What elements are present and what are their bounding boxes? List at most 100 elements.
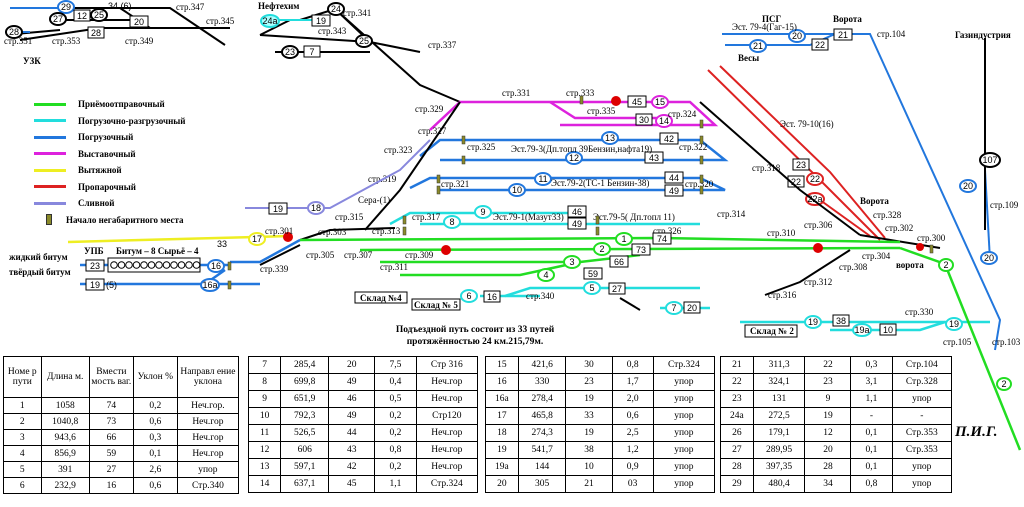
table-cell: 2,5 xyxy=(611,424,654,442)
legend-item: Выставочный xyxy=(34,146,185,163)
place-sera: Сера-(1) xyxy=(358,195,390,205)
table-cell: 16 xyxy=(485,373,519,391)
table-cell: 3 xyxy=(3,429,42,446)
table-cell: 1,1 xyxy=(850,390,893,408)
legend-item: Погрузочно-разгрузочный xyxy=(34,113,185,130)
place-solid-bitumen: твёрдый битум xyxy=(9,267,71,277)
table-cell: 28 xyxy=(804,458,852,476)
table-cell: 131 xyxy=(752,390,806,408)
svg-text:15: 15 xyxy=(655,97,665,107)
table-cell: упор xyxy=(176,461,240,478)
legend-item: Погрузочный xyxy=(34,129,185,146)
switch-label: стр.318 xyxy=(752,163,781,173)
legend-swatch xyxy=(34,119,66,123)
gabarit-marker-icon xyxy=(402,215,407,225)
table-cell: 541,7 xyxy=(517,441,567,459)
legend-label: Сливной xyxy=(78,198,115,209)
svg-text:8: 8 xyxy=(449,217,454,227)
table-cell: 27 xyxy=(720,441,754,459)
table-cell: - xyxy=(850,407,893,425)
gabarit-marker-icon xyxy=(579,95,584,105)
table-cell: 1,1 xyxy=(374,475,417,493)
table-cell: 46 xyxy=(328,390,376,408)
table-cell: 24а xyxy=(720,407,754,425)
svg-text:22: 22 xyxy=(815,40,825,50)
table-cell: Неч.гор xyxy=(415,424,479,442)
gabarit-marker-icon xyxy=(699,185,704,195)
table-cell: 33 xyxy=(565,407,613,425)
table-cell: 16а xyxy=(485,390,519,408)
svg-text:22: 22 xyxy=(791,177,801,187)
switch-label: стр.339 xyxy=(260,264,289,274)
table-row: 15 421,6 30 0,8 Стр.324 xyxy=(485,356,716,374)
table-cell: 29 xyxy=(720,475,754,493)
place-vorota-2: Ворота xyxy=(860,196,889,206)
table-cell: 311,3 xyxy=(752,356,806,374)
svg-text:5: 5 xyxy=(589,283,594,293)
svg-text:16: 16 xyxy=(487,292,497,302)
table-cell: упор xyxy=(652,475,716,493)
table-cell: 179,1 xyxy=(752,424,806,442)
place-est79-3: Эст.79-3(Дп.топл 39Бензин,нафта19) xyxy=(511,144,652,154)
table-cell: Неч.гор. xyxy=(176,397,240,414)
tank-icon xyxy=(132,261,141,269)
table-cell: Стр.324 xyxy=(652,356,716,374)
table-header-cell: Вмести мость ваг. xyxy=(88,356,134,398)
svg-text:10: 10 xyxy=(883,325,893,335)
table-cell: 0,2 xyxy=(132,397,178,414)
switch-label: стр.326 xyxy=(653,226,682,236)
table-cell: 0,8 xyxy=(850,475,893,493)
switch-label: стр.347 xyxy=(176,2,205,12)
svg-text:11: 11 xyxy=(538,174,547,184)
svg-text:21: 21 xyxy=(838,30,848,40)
svg-text:25: 25 xyxy=(94,10,104,20)
table-cell: Стр.328 xyxy=(891,373,953,391)
switch-label: стр.327 xyxy=(418,126,447,136)
table-cell: упор xyxy=(652,424,716,442)
table-cell: 23 xyxy=(565,373,613,391)
table-cell: 943,6 xyxy=(40,429,90,446)
table-cell: 0,9 xyxy=(611,458,654,476)
svg-text:9: 9 xyxy=(480,207,485,217)
table-cell: Неч.гор xyxy=(415,390,479,408)
place-vesy: Весы xyxy=(738,53,759,63)
gabarit-marker-icon xyxy=(227,261,232,271)
table-cell: 22 xyxy=(804,356,852,374)
table-cell: 0,5 xyxy=(374,390,417,408)
table-cell: упор xyxy=(652,390,716,408)
table-cell: 12 xyxy=(804,424,852,442)
gabarit-marker-icon xyxy=(436,174,441,184)
svg-text:44: 44 xyxy=(669,173,679,183)
switch-label: стр.324 xyxy=(668,109,697,119)
svg-text:28: 28 xyxy=(9,27,19,37)
place-sklad2: Склад № 2 xyxy=(750,326,794,336)
legend-item: Пропарочный xyxy=(34,179,185,196)
caption: Подъездной путь состоит из 33 путей прот… xyxy=(360,324,590,348)
switch-label: стр.311 xyxy=(380,262,408,272)
switch-label: стр.315 xyxy=(335,212,364,222)
table-cell: 19 xyxy=(565,424,613,442)
svg-text:49: 49 xyxy=(669,186,679,196)
svg-text:28: 28 xyxy=(91,28,101,38)
table-header-cell: Длина м. xyxy=(40,356,90,398)
svg-text:23: 23 xyxy=(285,47,295,57)
table-cell: 324,1 xyxy=(752,373,806,391)
table-cell: упор xyxy=(652,458,716,476)
svg-text:45: 45 xyxy=(632,97,642,107)
legend-label: Погрузочный xyxy=(78,132,134,143)
table-cell: 285,4 xyxy=(280,356,330,374)
table-cell: 651,9 xyxy=(280,390,330,408)
table-cell: 19 xyxy=(804,407,852,425)
svg-text:19: 19 xyxy=(808,317,818,327)
svg-text:29: 29 xyxy=(61,2,71,12)
tank-icon xyxy=(147,261,156,269)
table-cell: 20 xyxy=(804,441,852,459)
tank-icon xyxy=(140,261,148,269)
place-est79-2: Эст.79-2(ТС-1 Бензин-38) xyxy=(551,178,649,188)
table-cell: 43 xyxy=(328,441,376,459)
table-cell: 1058 xyxy=(40,397,90,414)
switch-label: стр.345 xyxy=(206,16,235,26)
legend-label: Погрузочно-разгрузочный xyxy=(78,115,186,126)
table-cell: 44 xyxy=(328,424,376,442)
table-cell: 465,8 xyxy=(517,407,567,425)
